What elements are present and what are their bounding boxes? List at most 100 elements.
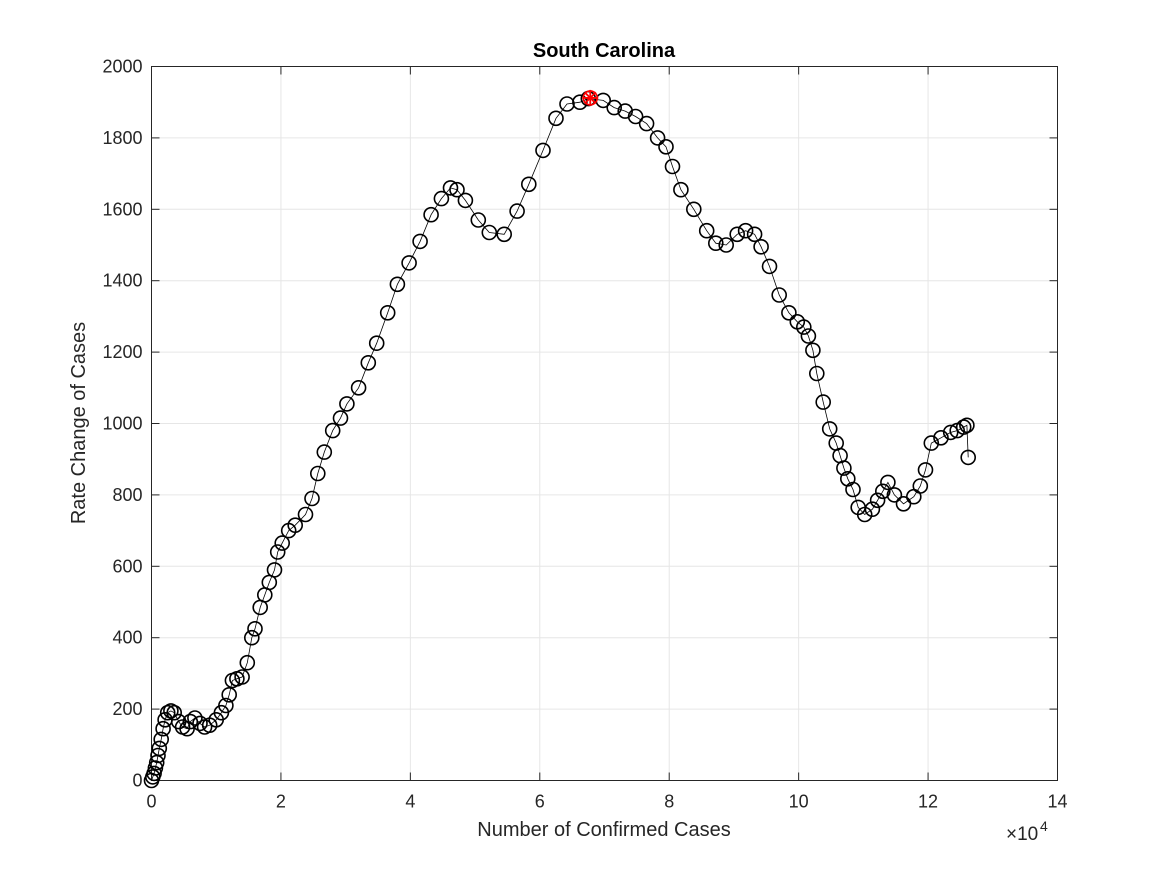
data-point	[309, 465, 326, 482]
x-exponent-base: ×10	[1006, 824, 1038, 845]
data-point	[457, 192, 474, 209]
x-tick-label: 6	[535, 792, 545, 812]
data-point	[845, 481, 861, 498]
data-point	[869, 492, 886, 509]
y-tick-label: 200	[112, 699, 142, 719]
data-point	[287, 517, 304, 534]
data-point	[737, 222, 754, 239]
data-point	[151, 740, 168, 757]
data-point	[481, 224, 498, 241]
data-point	[221, 686, 237, 703]
data-point	[781, 304, 797, 321]
data-series	[143, 90, 977, 789]
data-point	[658, 139, 674, 155]
data-point	[923, 435, 940, 451]
data-point	[368, 335, 385, 352]
x-exponent-power: 4	[1040, 818, 1048, 834]
data-point	[266, 562, 283, 578]
data-point	[761, 258, 778, 275]
data-point	[880, 474, 896, 491]
peak-marker	[582, 89, 599, 106]
data-point	[234, 669, 250, 685]
y-tick-label: 1600	[102, 199, 142, 219]
data-point	[423, 206, 439, 223]
data-point	[960, 449, 977, 466]
data-point	[795, 319, 812, 335]
data-point	[316, 444, 333, 460]
data-point	[269, 544, 286, 560]
data-point	[159, 704, 176, 721]
chart-title: South Carolina	[533, 40, 676, 62]
data-point	[470, 212, 487, 228]
data-point	[836, 460, 852, 476]
data-point	[389, 276, 406, 293]
data-point	[895, 495, 912, 512]
data-point	[821, 421, 838, 437]
data-point	[808, 365, 825, 382]
data-point	[805, 342, 821, 359]
data-point	[153, 731, 169, 748]
grid-lines	[151, 66, 1058, 781]
data-point	[509, 203, 525, 219]
peak-marker-circle	[582, 90, 599, 106]
data-point	[187, 710, 203, 726]
data-point	[673, 181, 689, 198]
data-point	[638, 115, 655, 132]
data-point	[360, 354, 377, 371]
peak-marker-stroke	[584, 91, 597, 105]
data-point	[274, 535, 291, 551]
data-point	[379, 304, 396, 321]
data-point	[685, 201, 702, 218]
data-point	[856, 506, 873, 523]
data-point	[163, 703, 179, 719]
data-point	[955, 419, 972, 435]
axis-ticks: 0 2 4 6 8 10 12 14 0 200 400 600 800 1000 1200 1400 1600…	[102, 57, 1067, 812]
data-point	[520, 176, 537, 193]
y-tick-label: 1400	[102, 271, 142, 291]
data-point	[449, 181, 465, 198]
data-point	[707, 235, 724, 251]
data-point	[912, 478, 929, 494]
data-point	[959, 417, 975, 434]
data-point	[166, 704, 182, 721]
data-point	[800, 328, 817, 344]
data-point	[729, 226, 746, 243]
data-point	[247, 620, 263, 637]
data-point	[496, 226, 513, 243]
data-point	[146, 765, 162, 782]
y-axis-label: Rate Change of Cases	[68, 322, 90, 524]
data-point	[297, 506, 314, 523]
data-point	[244, 629, 260, 646]
y-tick-label: 1800	[102, 128, 142, 148]
data-point	[917, 462, 934, 478]
y-tick-label: 400	[112, 628, 142, 648]
y-tick-label: 0	[132, 771, 142, 791]
data-point	[942, 424, 959, 441]
data-point	[339, 396, 355, 412]
x-axis-label: Number of Confirmed Cases	[477, 819, 730, 841]
data-point	[401, 255, 417, 271]
data-point	[627, 108, 644, 125]
data-point	[442, 180, 459, 196]
data-point	[548, 110, 564, 127]
data-point	[155, 720, 171, 737]
data-point	[192, 715, 208, 732]
data-point	[179, 720, 195, 737]
data-point	[147, 760, 164, 776]
data-point	[150, 747, 166, 764]
data-point	[559, 96, 575, 112]
data-point	[412, 233, 428, 250]
x-tick-label: 0	[146, 792, 156, 812]
x-tick-label: 8	[664, 792, 674, 812]
data-point	[864, 501, 881, 518]
x-tick-label: 12	[918, 792, 938, 812]
data-point	[606, 99, 623, 116]
data-point	[746, 226, 763, 243]
x-tick-label: 14	[1047, 792, 1067, 812]
y-tick-label: 1000	[102, 414, 142, 434]
x-tick-label: 10	[789, 792, 809, 812]
data-point	[182, 713, 199, 730]
data-point	[649, 130, 666, 146]
data-point	[753, 239, 769, 255]
